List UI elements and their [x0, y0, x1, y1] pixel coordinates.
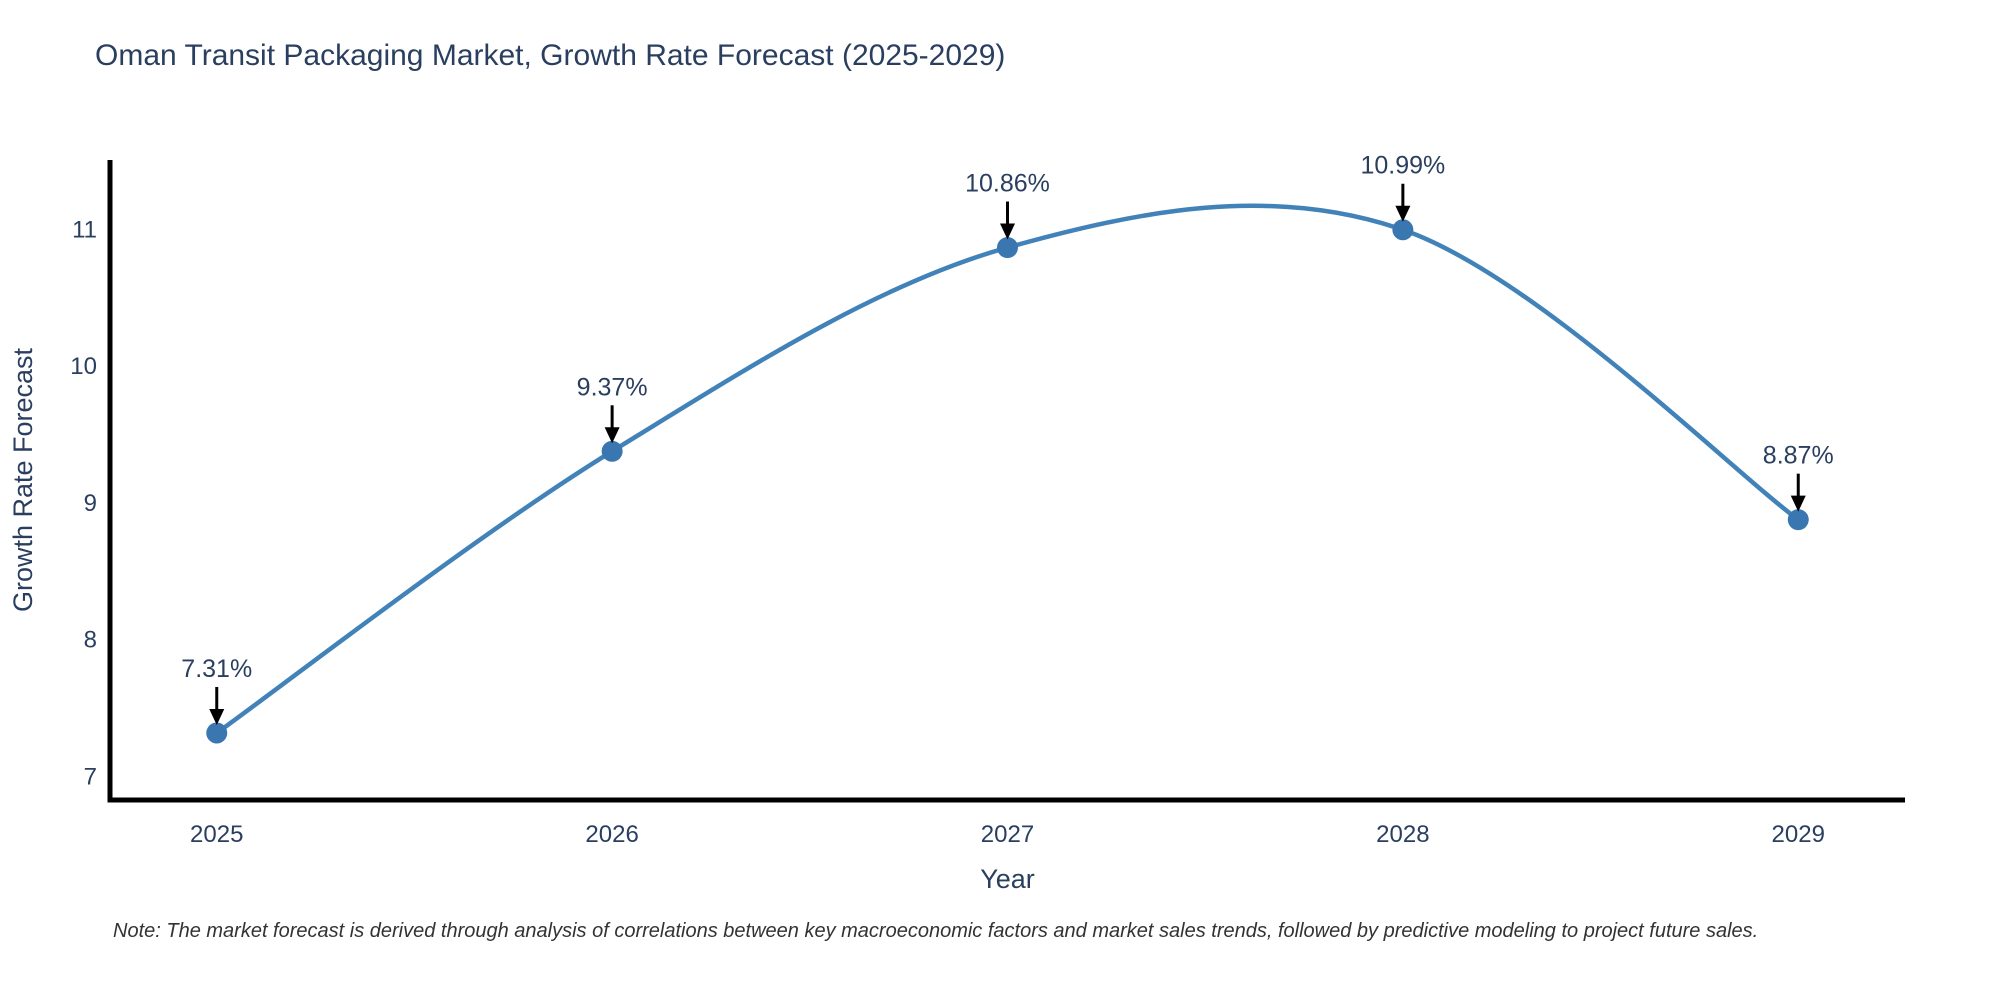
annotation-arrow-head [1000, 223, 1015, 240]
data-point-marker-2028[interactable] [1392, 219, 1414, 241]
annotation-arrow-head [1395, 205, 1411, 222]
data-point-marker-2027[interactable] [997, 237, 1018, 259]
axes-spines [107, 160, 1905, 803]
x-tick-label: 2029 [1772, 821, 1825, 848]
data-point-marker-2026[interactable] [601, 440, 623, 462]
data-point-marker-2025[interactable] [206, 722, 228, 744]
chart-title: Oman Transit Packaging Market, Growth Ra… [95, 39, 1006, 72]
annotation-arrow-head [209, 708, 225, 725]
y-tick-label: 8 [84, 627, 97, 654]
annotation-arrow-head [604, 427, 620, 444]
x-axis-title: Year [980, 864, 1035, 894]
data-point-label: 8.87% [1763, 442, 1834, 470]
data-point-label: 10.86% [965, 170, 1050, 198]
data-point-label: 10.99% [1360, 152, 1445, 180]
y-tick-label: 10 [70, 353, 97, 380]
x-tick-label: 2026 [585, 821, 638, 848]
forecast-line [215, 203, 1800, 735]
x-tick-label: 2027 [981, 821, 1034, 848]
x-tick-label: 2025 [190, 821, 243, 848]
y-tick-label: 11 [72, 216, 97, 243]
data-point-label: 7.31% [181, 655, 252, 683]
y-axis-title: Growth Rate Forecast [8, 347, 38, 612]
y-tick-label: 9 [84, 490, 97, 517]
y-tick-label: 7 [84, 763, 97, 790]
chart-footnote: Note: The market forecast is derived thr… [113, 920, 1759, 942]
annotation-arrow-head [1790, 495, 1806, 512]
data-point-marker-2029[interactable] [1787, 509, 1809, 531]
x-tick-label: 2028 [1376, 821, 1429, 848]
data-point-label: 9.37% [577, 373, 648, 401]
